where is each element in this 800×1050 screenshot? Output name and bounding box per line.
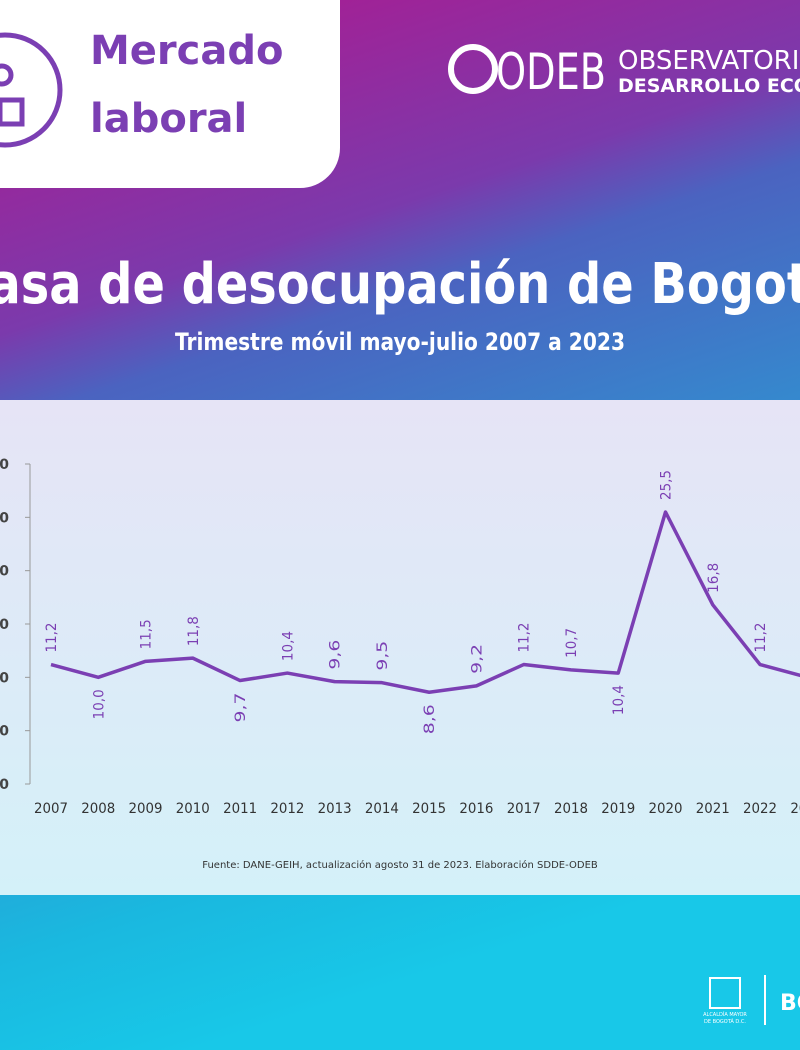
x-tick-label: 2022: [743, 801, 777, 817]
y-tick-label: 10,0: [0, 670, 9, 686]
logo-text: DESARROLLO ECONÓMICO: [618, 73, 800, 97]
x-tick-label: 2012: [270, 801, 304, 817]
y-tick-label: 25,0: [0, 510, 9, 526]
chart-title: Tasa de desocupación de Bogotá: [0, 252, 800, 317]
x-tick-label: 2014: [365, 801, 399, 817]
line: [50, 510, 800, 695]
chart-panel: [0, 400, 800, 895]
footer-logo: BOGOTÁ: [780, 990, 800, 1016]
x-tick-label: 2019: [601, 801, 635, 817]
x-tick-label: 2023: [790, 801, 800, 817]
y-tick-label: 30,0: [0, 457, 9, 473]
logo-icon: [448, 44, 498, 94]
logo: ODEB: [496, 43, 606, 101]
section-icon: [0, 32, 63, 148]
plot: 0,0 5,0 10,0 15,0 20,0 25,0 30,0 2007 2008 2009 20…: [0, 457, 800, 817]
data-label: 11,2: [753, 623, 769, 653]
data-label: 10,4: [611, 685, 627, 715]
data-label: 9,7: [233, 693, 249, 723]
data-label: 25,5: [659, 470, 675, 500]
data-label: 8,6: [422, 704, 438, 734]
x-tick-label: 2018: [554, 801, 588, 817]
y-tick-label: 5,0: [0, 724, 9, 740]
x-tick-label: 2013: [318, 801, 352, 817]
data-label: 11,5: [139, 619, 155, 649]
data-label: 9,2: [469, 644, 485, 674]
section-title: laboral: [90, 96, 247, 142]
data-label: 16,8: [706, 563, 722, 593]
data-label: 9,5: [375, 641, 391, 671]
x-tick-label: 2020: [649, 801, 683, 817]
x-tick-label: 2021: [696, 801, 730, 817]
data-label: 10,7: [564, 628, 580, 658]
logo-text: OBSERVATORIO DE: [618, 46, 800, 76]
x-tick-label: 2008: [81, 801, 115, 817]
x-tick-label: 2009: [129, 801, 163, 817]
footer-logo: DE BOGOTÁ D.C.: [704, 1018, 746, 1025]
footer-icon: [709, 977, 741, 1009]
x-tick-label: 2007: [34, 801, 68, 817]
data-label: 11,8: [186, 616, 202, 646]
data-label: 10,4: [280, 631, 296, 661]
y-tick-label: 15,0: [0, 617, 9, 633]
x-tick-label: 2016: [459, 801, 493, 817]
footer-logo: ALCALDÍA MAYOR: [703, 1011, 747, 1018]
y-tick-label: 0,0: [0, 777, 9, 793]
x-tick-label: 2010: [176, 801, 210, 817]
y-tick-label: 20,0: [0, 564, 9, 580]
section-title: Mercado: [90, 28, 283, 74]
x-tick-label: 2015: [412, 801, 446, 817]
section-badge: [0, 0, 340, 188]
data-label: 11,2: [44, 623, 60, 653]
source: Fuente: DANE-GEIH, actualización agosto …: [202, 859, 598, 871]
data-label: 10,0: [91, 689, 107, 719]
x-tick-label: 2017: [507, 801, 541, 817]
data-label: 9,6: [328, 639, 344, 669]
data-label: 11,2: [517, 623, 533, 653]
x-tick-label: 2011: [223, 801, 257, 817]
chart-subtitle: Trimestre móvil mayo-julio 2007 a 2023: [175, 328, 625, 356]
